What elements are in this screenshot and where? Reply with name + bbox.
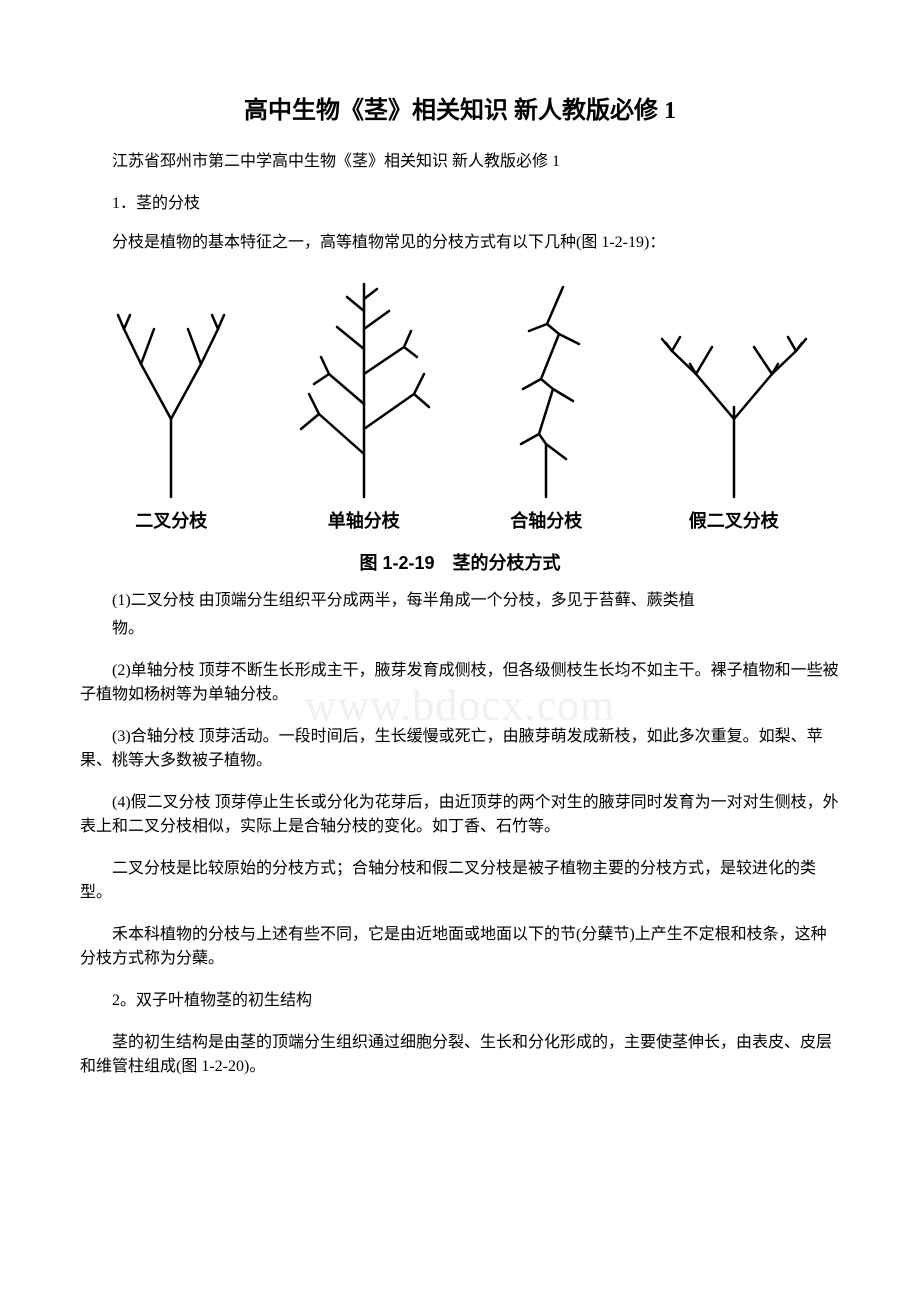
paragraph-3: (3)合轴分枝 顶芽活动。一段时间后，生长缓慢或死亡，由腋芽萌发成新枝，如此多次… xyxy=(80,725,840,773)
diagram-monopodial: 单轴分枝 xyxy=(289,279,439,533)
figure-caption: 图 1-2-19 茎的分枝方式 xyxy=(80,549,840,575)
dichotomous-branching-icon xyxy=(106,309,236,499)
diagram-dichotomous: 二叉分枝 xyxy=(106,309,236,533)
false-dichotomous-branching-icon xyxy=(654,309,814,499)
paragraph-4: (4)假二叉分枝 顶芽停止生长或分化为花芽后，由近顶芽的两个对生的腋芽同时发育为… xyxy=(80,791,840,839)
diagram-label-4: 假二叉分枝 xyxy=(689,507,779,533)
paragraph-5: 二叉分枝是比较原始的分枝方式；合轴分枝和假二叉分枝是被子植物主要的分枝方式，是较… xyxy=(80,857,840,905)
paragraph-6: 禾本科植物的分枝与上述有些不同，它是由近地面或地面以下的节(分蘖节)上产生不定根… xyxy=(80,923,840,971)
figure-branching-types: 二叉分枝 xyxy=(80,279,840,575)
paragraph-1a: (1)二叉分枝 由顶端分生组织平分成两半，每半角成一个分枝，多见于苔藓、蕨类植 xyxy=(80,589,840,613)
section-heading-1: 1．茎的分枝 xyxy=(80,189,840,213)
paragraph-7: 2。双子叶植物茎的初生结构 xyxy=(80,989,840,1013)
paragraph-8: 茎的初生结构是由茎的顶端分生组织通过细胞分裂、生长和分化形成的，主要使茎伸长，由… xyxy=(80,1031,840,1079)
diagram-label-2: 单轴分枝 xyxy=(328,507,400,533)
diagram-sympodial: 合轴分枝 xyxy=(491,279,601,533)
figure-diagrams-row: 二叉分枝 xyxy=(80,279,840,533)
diagram-false-dichotomous: 假二叉分枝 xyxy=(654,309,814,533)
paragraph-1b: 物。 xyxy=(80,617,840,641)
document-title: 高中生物《茎》相关知识 新人教版必修 1 xyxy=(80,90,840,125)
intro-paragraph: 分枝是植物的基本特征之一，高等植物常见的分枝方式有以下几种(图 1-2-19)： xyxy=(80,231,840,255)
sympodial-branching-icon xyxy=(491,279,601,499)
document-subtitle: 江苏省邳州市第二中学高中生物《茎》相关知识 新人教版必修 1 xyxy=(80,147,840,171)
monopodial-branching-icon xyxy=(289,279,439,499)
diagram-label-3: 合轴分枝 xyxy=(510,507,582,533)
diagram-label-1: 二叉分枝 xyxy=(135,507,207,533)
paragraph-2: (2)单轴分枝 顶芽不断生长形成主干，腋芽发育成侧枝，但各级侧枝生长均不如主干。… xyxy=(80,659,840,707)
